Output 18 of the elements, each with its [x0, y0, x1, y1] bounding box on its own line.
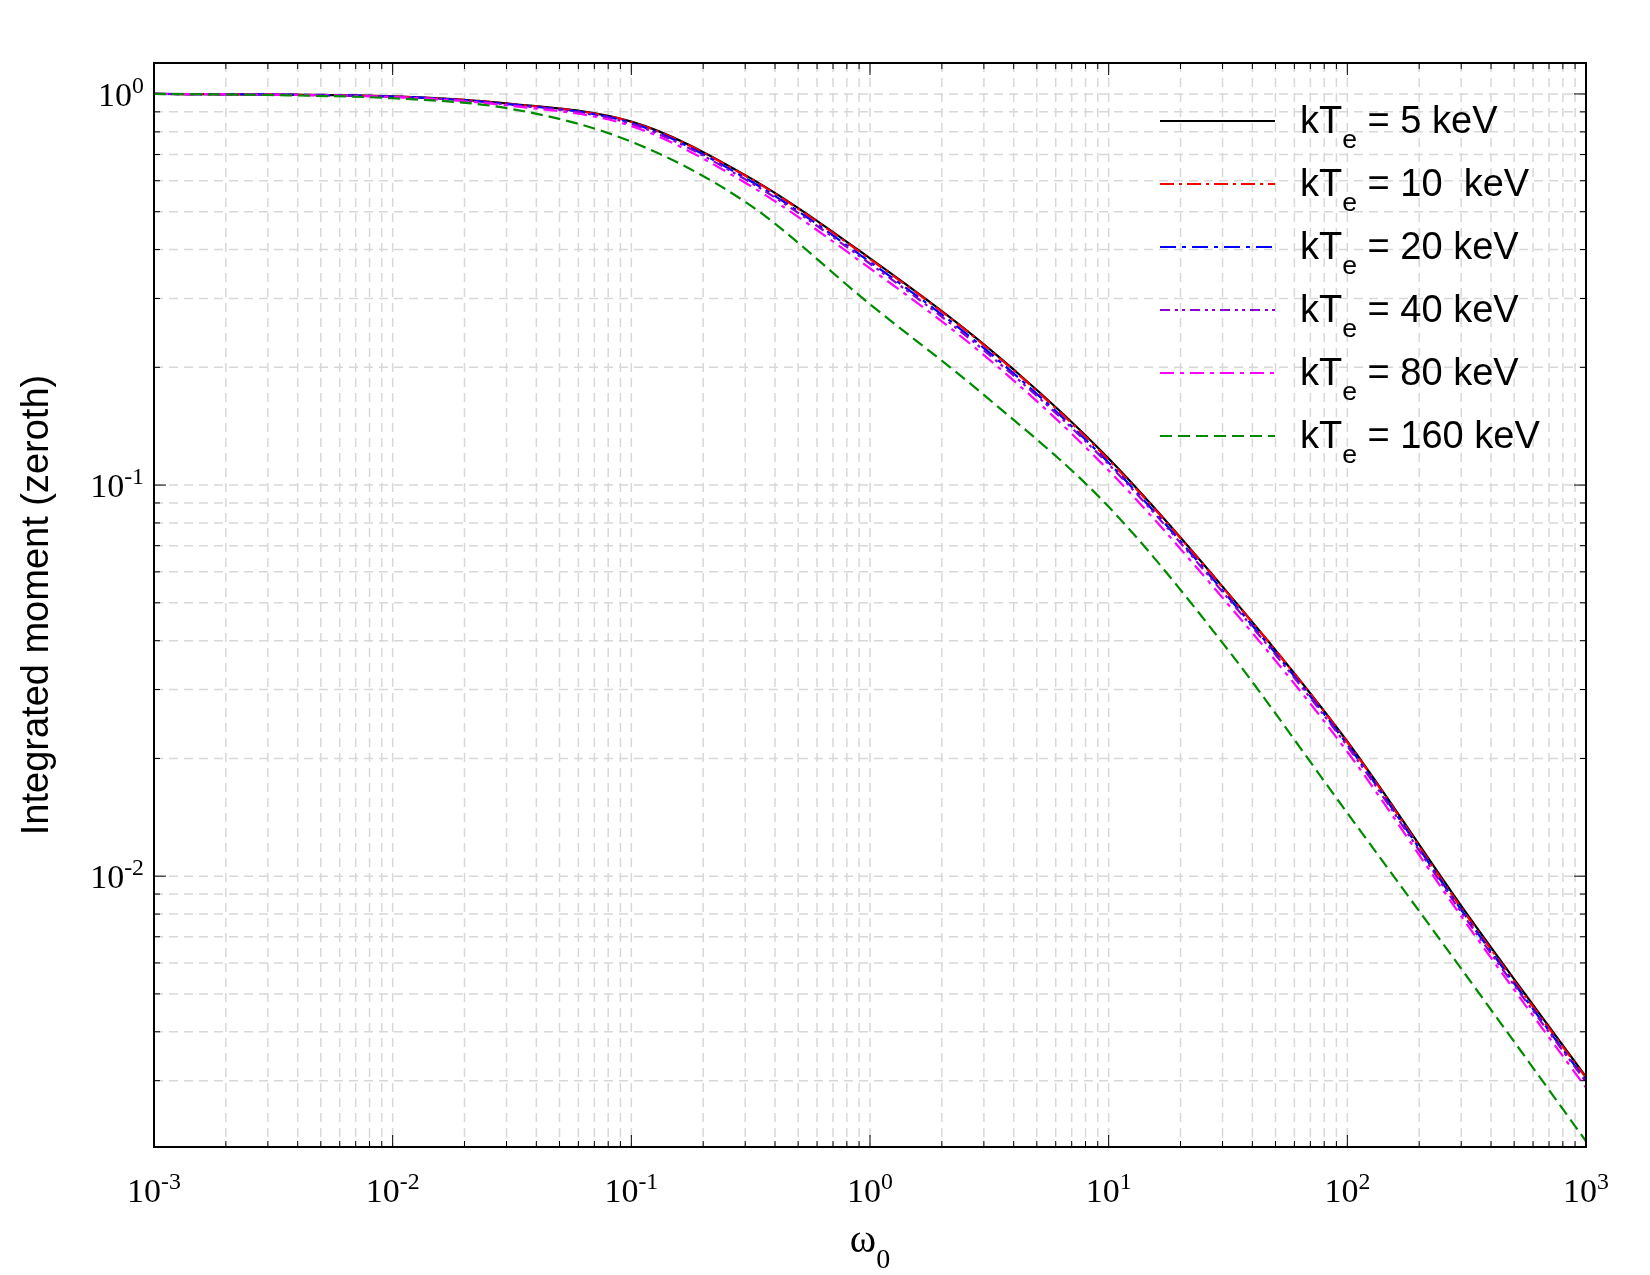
y-axis-title: Integrated moment (zeroth)	[14, 374, 56, 836]
y-tick-label: 10$^{-2}$	[90, 854, 144, 896]
legend-label: kT$_{e}$ = 40 keV	[1300, 288, 1520, 343]
y-tick-label: 10$^{-1}$	[90, 463, 144, 505]
legend-label: kT$_{e}$ = 80 keV	[1300, 351, 1520, 406]
x-tick-label: 10$^{-2}$	[365, 1168, 420, 1209]
x-axis-title: ω$_{0}$	[849, 1216, 891, 1274]
y-tick-label: 10$^{0}$	[98, 71, 144, 113]
x-tick-label: 10$^{-1}$	[604, 1168, 659, 1209]
x-tick-label: 10$^{-3}$	[127, 1168, 181, 1209]
legend-label: kT$_{e}$ = 10 keV	[1300, 162, 1530, 217]
x-tick-label: 10$^{3}$	[1563, 1168, 1609, 1209]
x-tick-label: 10$^{0}$	[847, 1168, 893, 1209]
x-tick-label: 10$^{1}$	[1085, 1168, 1132, 1209]
legend-label: kT$_{e}$ = 20 keV	[1300, 225, 1520, 280]
legend-label: kT$_{e}$ = 160 keV	[1300, 414, 1541, 469]
x-tick-label: 10$^{2}$	[1324, 1168, 1371, 1209]
legend-label: kT$_{e}$ = 5 keV	[1300, 99, 1499, 154]
